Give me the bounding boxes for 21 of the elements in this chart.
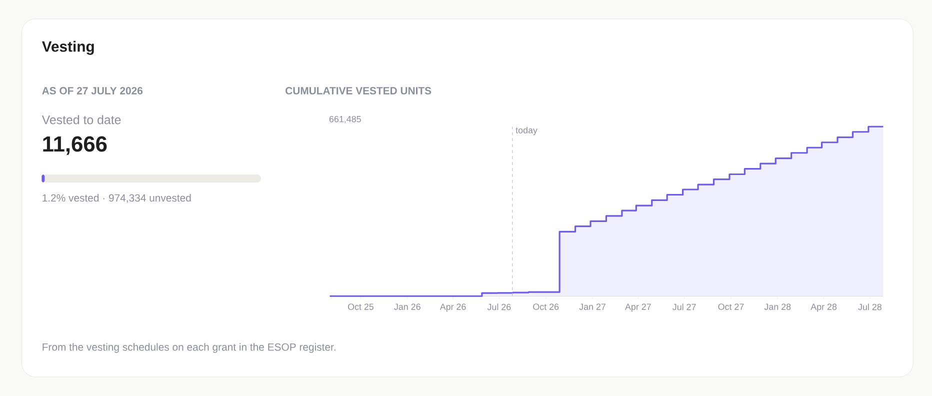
text: Vested to date — [42, 115, 121, 124]
x-tick-label: Jan 28 — [764, 304, 791, 310]
chart-title: CUMULATIVE VESTED UNITS — [286, 87, 432, 95]
x-tick-label: Oct 27 — [718, 304, 744, 310]
x-tick-label: Apr 26 — [440, 304, 466, 312]
text: From the vesting schedules on each grant in the ESOP register. — [42, 343, 336, 353]
text: AS OF 27 JULY 2026 — [42, 87, 143, 95]
x-tick-label: Apr 28 — [810, 304, 837, 312]
x-tick-label: Jul 27 — [672, 304, 696, 310]
x-tick-label: Jul 28 — [858, 304, 882, 310]
x-tick-label: Jan 27 — [579, 304, 606, 310]
x-tick-label: Apr 27 — [625, 304, 651, 312]
x-tick-label: Jan 26 — [394, 304, 420, 310]
x-tick-label: Oct 26 — [533, 304, 559, 310]
x-tick-label: Jul 26 — [487, 304, 511, 310]
text: 11,666 — [43, 136, 107, 155]
ref-line-label: today — [516, 126, 538, 136]
text: Vesting — [42, 40, 94, 55]
x-tick-label: Oct 25 — [348, 304, 374, 310]
text: 1.2% vested · 974,334 unvested — [42, 194, 191, 203]
text: 661,485 — [329, 116, 361, 124]
